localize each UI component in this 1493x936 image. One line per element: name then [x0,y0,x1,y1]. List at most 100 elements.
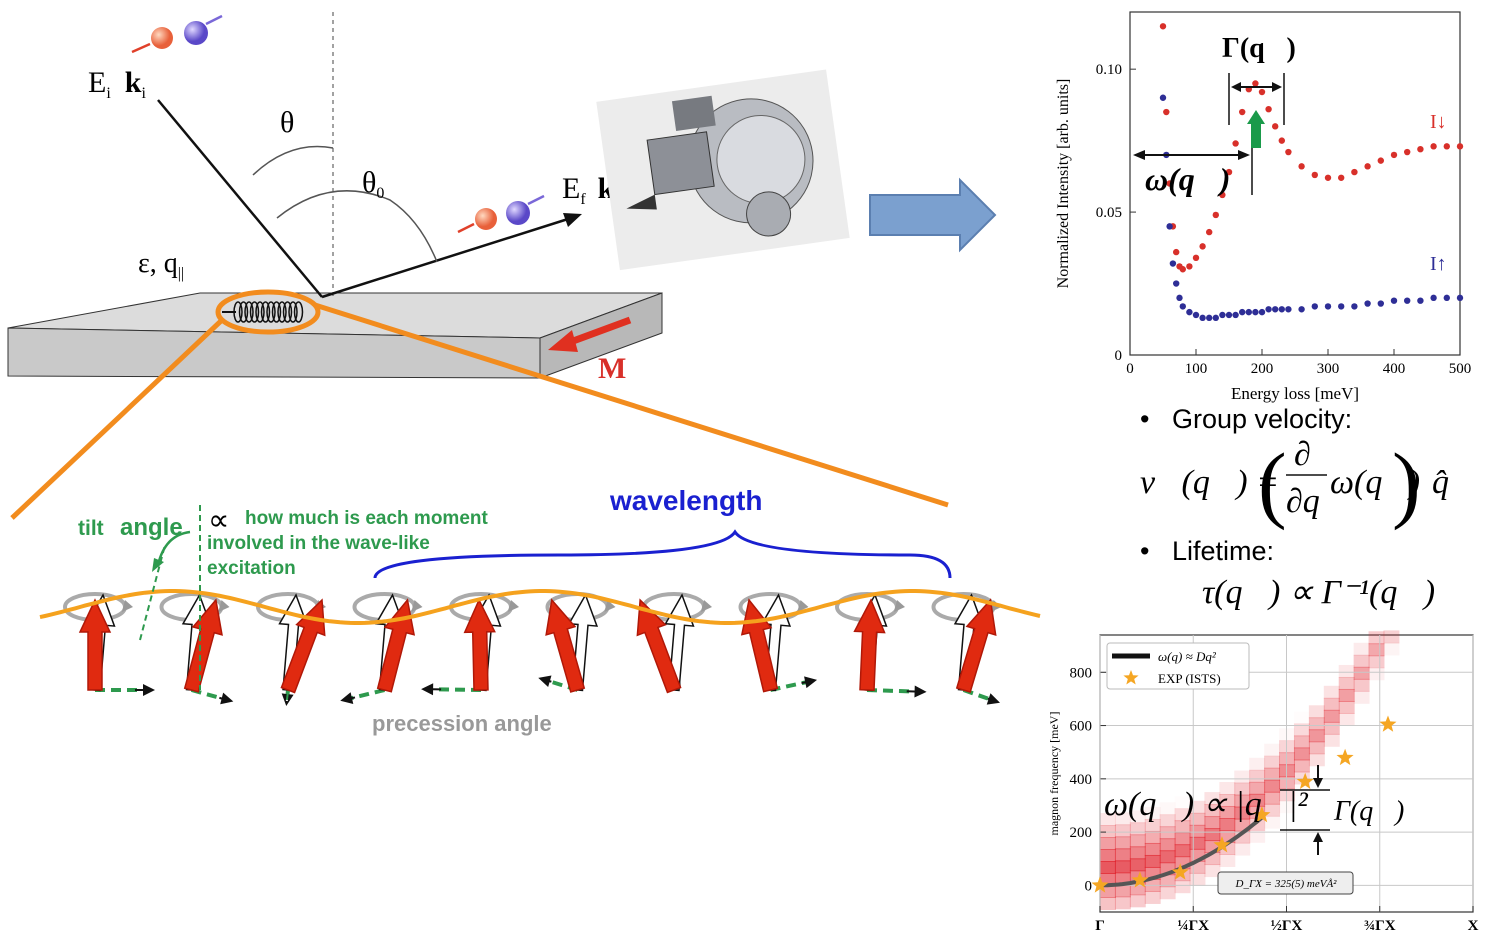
data-point [1265,106,1271,112]
heat-cell [1324,662,1340,675]
data-point [1312,303,1318,309]
y-tick-label: 200 [1070,825,1093,841]
label-part: i [141,85,146,102]
heat-cell [1100,849,1116,862]
data-point [1170,260,1176,266]
data-point [1285,306,1291,312]
data-point [1351,169,1357,175]
energy-momentum-label: ε, q|| [138,248,184,282]
heat-cell [1309,765,1325,778]
heat-cell [1249,734,1265,747]
data-point [1444,143,1450,149]
y-tick-label: 600 [1070,719,1093,735]
lifetime-equation: τ(q⃗) ∝ Γ⁻¹(q⃗) [1202,574,1435,611]
annotation: ω(q⃗) [1145,161,1230,197]
annotation: D_ΓX = 325(5) meVÅ² [1235,878,1338,890]
data-point [1285,149,1291,155]
heat-cell [1383,654,1399,667]
heat-cell [1130,846,1146,859]
label-part: k [125,66,142,99]
heat-cell [1339,641,1355,654]
shape [528,196,544,204]
heat-cell [1354,679,1370,692]
heat-cell [1100,861,1116,874]
bullet: • [1140,536,1149,566]
data-point [1364,163,1370,169]
body: Eiki θ θ0 Efkf ε, q|| M • Group velocity… [0,0,1493,936]
annotation: ω(q⃗) ∝ |q⃗|² [1104,786,1309,823]
heat-cell [1115,896,1131,909]
heat-cell [1100,825,1116,838]
heat-cell [1309,729,1325,742]
heat-cell [1219,854,1235,867]
heat-cell [1234,843,1250,856]
x-tick-label: Γ [1095,918,1105,934]
bullet: • [1140,404,1149,434]
wavelength-label: wavelength [609,485,762,516]
data-point [1351,303,1357,309]
data-point [1430,143,1436,149]
heat-cell [1339,689,1355,702]
heat-cell [1369,643,1385,656]
x-tick-label: 400 [1383,361,1406,377]
data-point [1176,295,1182,301]
page: Magnon spectroscopy { "scattering": {"Ei… [0,0,1493,936]
heat-cell [1398,628,1414,641]
arrow [421,683,441,695]
heat-cell [1294,747,1310,760]
heat-cell [1160,826,1176,839]
heat-cell [1383,642,1399,655]
heat-cell [1309,669,1325,682]
heat-cell [1324,698,1340,711]
data-point [1206,229,1212,235]
series-label: I↑ [1430,253,1447,275]
heat-cell [1339,629,1355,642]
heat-cell [1190,873,1206,886]
heat-cell [1383,630,1399,643]
theta-label: θ [280,106,294,139]
heat-cell [1354,655,1370,668]
flow-arrow [870,180,995,250]
data-point [1173,249,1179,255]
theta0-label: θ0 [362,166,384,202]
shape [475,208,497,230]
data-point [1166,223,1172,229]
x-tick-label: 300 [1317,361,1340,377]
label-part: E [88,66,106,99]
spin-wave [40,591,1040,706]
heat-cell [1309,753,1325,766]
spectrometer-picture [596,70,849,271]
arrow [907,686,927,698]
data-point [1272,306,1278,312]
shape [132,44,150,52]
shape [672,96,716,131]
heat-cell [1204,828,1220,841]
data-point [1213,212,1219,218]
heat-cell [1369,655,1385,668]
electron-pair [458,196,544,232]
data-point [1180,266,1186,272]
heat-cell [1249,770,1265,783]
data-point [1173,280,1179,286]
y-axis-label: Normalized Intensity [arb. units] [1055,79,1072,289]
heat-cell [1130,894,1146,907]
heat-cell [1324,722,1340,735]
x-tick-label: ¾ΓX [1364,918,1396,934]
heat-cell [1354,643,1370,656]
heat-cell [1294,687,1310,700]
heat-cell [1339,713,1355,726]
heat-cell [1294,711,1310,724]
shape [206,16,222,24]
y-tick-label: 0 [1085,878,1093,894]
data-point [1404,297,1410,303]
data-point [1199,243,1205,249]
heat-cell [1145,855,1161,868]
data-point [1160,23,1166,29]
data-point [1163,109,1169,115]
data-point [1430,295,1436,301]
incident-label: Eiki [88,66,146,102]
data-point [1312,172,1318,178]
shape [506,201,530,225]
y-tick-label: 400 [1070,772,1093,788]
heat-cell [1190,825,1206,838]
